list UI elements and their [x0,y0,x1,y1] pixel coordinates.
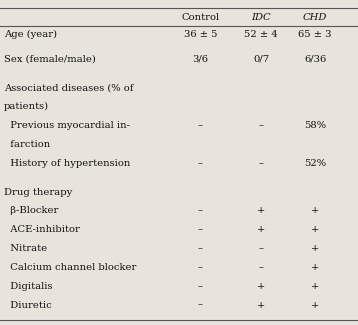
Text: 36 ± 5: 36 ± 5 [184,30,217,39]
Text: 58%: 58% [304,121,326,130]
Text: +: + [311,206,319,215]
Text: +: + [311,244,319,253]
Text: +: + [257,282,266,291]
Text: 6/36: 6/36 [304,55,326,64]
Text: –: – [198,121,203,130]
Text: Associated diseases (% of: Associated diseases (% of [4,84,133,93]
Text: patients): patients) [4,102,49,111]
Text: +: + [311,282,319,291]
Text: –: – [198,159,203,168]
Text: ACE-inhibitor: ACE-inhibitor [4,225,79,234]
Text: 0/7: 0/7 [253,55,270,64]
Text: 52%: 52% [304,159,326,168]
Text: –: – [198,263,203,272]
Text: +: + [257,206,266,215]
Text: Sex (female/male): Sex (female/male) [4,55,96,64]
Text: CHD: CHD [303,13,327,22]
Text: –: – [198,244,203,253]
Text: IDC: IDC [252,13,271,22]
Text: Calcium channel blocker: Calcium channel blocker [4,263,136,272]
Text: –: – [259,121,264,130]
Text: +: + [311,301,319,310]
Text: Previous myocardial in-: Previous myocardial in- [4,121,130,130]
Text: farction: farction [4,140,50,149]
Text: History of hypertension: History of hypertension [4,159,130,168]
Text: Digitalis: Digitalis [4,282,52,291]
Text: +: + [257,301,266,310]
Text: β-Blocker: β-Blocker [4,206,58,215]
Text: –: – [198,282,203,291]
Text: –: – [198,225,203,234]
Text: 65 ± 3: 65 ± 3 [298,30,332,39]
Text: +: + [311,263,319,272]
Text: Diuretic: Diuretic [4,301,51,310]
Text: Control: Control [182,13,219,22]
Text: 3/6: 3/6 [193,55,208,64]
Text: 52 ± 4: 52 ± 4 [245,30,278,39]
Text: Nitrate: Nitrate [4,244,47,253]
Text: –: – [259,159,264,168]
Text: +: + [257,225,266,234]
Text: –: – [198,301,203,310]
Text: Drug therapy: Drug therapy [4,188,72,197]
Text: +: + [311,225,319,234]
Text: –: – [259,244,264,253]
Text: –: – [198,206,203,215]
Text: Age (year): Age (year) [4,30,57,39]
Text: –: – [259,263,264,272]
